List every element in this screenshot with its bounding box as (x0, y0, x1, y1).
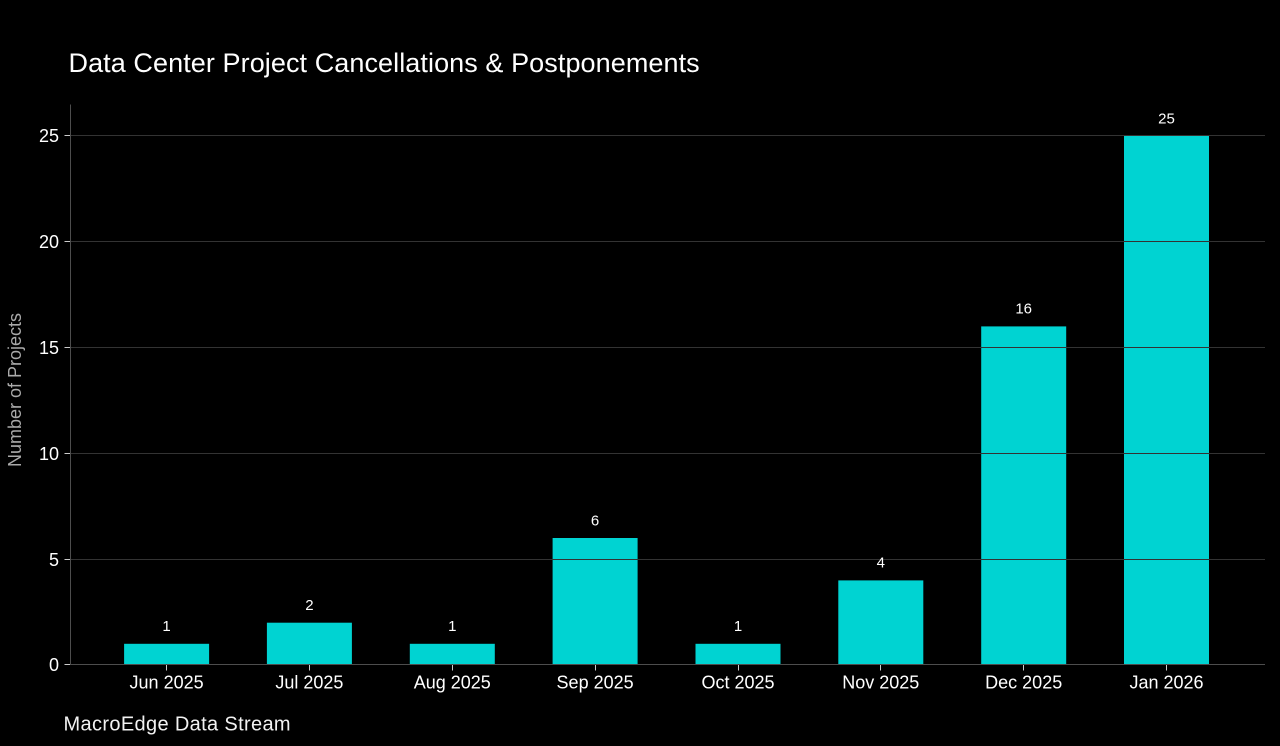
svg-text:Nov 2025: Nov 2025 (842, 673, 919, 693)
svg-text:25: 25 (39, 126, 59, 146)
svg-text:Dec 2025: Dec 2025 (985, 673, 1062, 693)
svg-text:Sep 2025: Sep 2025 (557, 673, 634, 693)
svg-text:Aug 2025: Aug 2025 (414, 673, 491, 693)
svg-text:Jul 2025: Jul 2025 (275, 673, 343, 693)
svg-text:4: 4 (877, 555, 885, 572)
svg-text:2: 2 (305, 597, 313, 614)
svg-text:0: 0 (49, 655, 59, 675)
svg-text:Jan 2026: Jan 2026 (1129, 673, 1203, 693)
svg-text:Oct 2025: Oct 2025 (701, 673, 774, 693)
svg-text:5: 5 (49, 550, 59, 570)
svg-text:Jun 2025: Jun 2025 (130, 673, 204, 693)
svg-text:1: 1 (448, 618, 456, 635)
svg-text:MacroEdge Data Stream: MacroEdge Data Stream (64, 714, 291, 736)
svg-text:20: 20 (39, 232, 59, 252)
svg-text:16: 16 (1015, 301, 1032, 318)
svg-text:6: 6 (591, 512, 599, 529)
svg-text:Number of Projects: Number of Projects (5, 313, 25, 467)
svg-text:1: 1 (734, 618, 742, 635)
svg-text:1: 1 (162, 618, 170, 635)
svg-text:15: 15 (39, 338, 59, 358)
svg-text:25: 25 (1158, 110, 1175, 127)
svg-text:10: 10 (39, 444, 59, 464)
svg-text:Data Center Project Cancellati: Data Center Project Cancellations & Post… (69, 48, 700, 78)
